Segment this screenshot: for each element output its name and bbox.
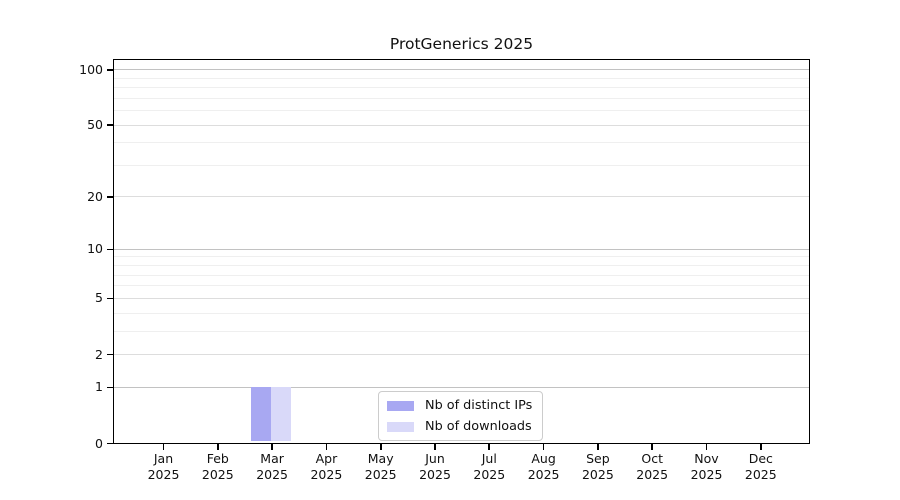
y-tick-label: 20 xyxy=(87,189,103,205)
x-tick-mark xyxy=(271,443,273,450)
x-tick-mark xyxy=(216,443,219,450)
y-tick-mark xyxy=(107,196,113,198)
y-tick-mark xyxy=(107,353,113,356)
minor-gridline xyxy=(114,110,809,112)
x-tick-label: May 2025 xyxy=(364,450,397,482)
y-tick-label: 5 xyxy=(95,290,103,306)
minor-gridline xyxy=(114,87,809,89)
major-gridline xyxy=(114,297,809,299)
minor-gridline xyxy=(114,164,809,166)
y-tick-label: 1 xyxy=(95,379,103,395)
x-tick-label: Aug 2025 xyxy=(527,450,560,482)
x-tick-mark xyxy=(162,443,165,450)
x-tick-mark xyxy=(488,443,491,450)
x-tick-label: Apr 2025 xyxy=(310,450,343,482)
y-tick-mark xyxy=(107,124,113,127)
y-tick-mark xyxy=(107,69,113,71)
chart-title: ProtGenerics 2025 xyxy=(389,35,534,53)
x-tick-label: Sep 2025 xyxy=(581,450,614,482)
x-tick-label: Jul 2025 xyxy=(473,450,506,482)
x-tick-mark xyxy=(597,443,599,450)
y-tick-mark xyxy=(107,297,113,300)
legend-swatch-distinct-ips xyxy=(387,400,414,411)
minor-gridline xyxy=(114,77,809,79)
minor-gridline xyxy=(114,274,809,276)
y-tick-label: 0 xyxy=(95,435,103,451)
legend-swatch-downloads xyxy=(387,421,414,432)
x-tick-label: Nov 2025 xyxy=(690,450,723,482)
y-tick-label: 2 xyxy=(95,346,103,362)
major-gridline xyxy=(114,353,809,355)
minor-gridline xyxy=(114,264,809,266)
bar-downloads xyxy=(271,386,292,442)
x-tick-label: Feb 2025 xyxy=(201,450,234,482)
x-tick-label: Mar 2025 xyxy=(256,450,288,482)
bar-distinct-ips xyxy=(251,386,272,442)
x-tick-mark xyxy=(759,443,762,450)
x-tick-mark xyxy=(434,443,436,450)
decade-gridline xyxy=(114,248,809,250)
x-tick-mark xyxy=(651,443,654,450)
x-tick-label: Jun 2025 xyxy=(419,450,451,482)
plot-area xyxy=(113,59,810,444)
legend-label-distinct-ips: Nb of distinct IPs xyxy=(425,398,533,413)
legend-label-downloads: Nb of downloads xyxy=(425,419,532,434)
x-tick-label: Dec 2025 xyxy=(744,450,777,482)
y-tick-mark xyxy=(107,442,113,445)
y-tick-mark xyxy=(107,386,113,389)
x-tick-label: Jan 2025 xyxy=(147,450,180,482)
y-tick-label: 100 xyxy=(79,62,103,77)
minor-gridline xyxy=(114,330,809,332)
decade-gridline xyxy=(114,386,809,388)
y-tick-label: 10 xyxy=(87,241,103,257)
x-tick-mark xyxy=(379,443,382,450)
minor-gridline xyxy=(114,142,809,144)
minor-gridline xyxy=(114,312,809,314)
legend: Nb of distinct IPs Nb of downloads xyxy=(378,391,544,441)
x-tick-label: Oct 2025 xyxy=(636,450,669,482)
y-tick-label: 50 xyxy=(87,117,103,133)
major-gridline xyxy=(114,124,809,126)
minor-gridline xyxy=(114,97,809,99)
major-gridline xyxy=(114,196,809,198)
x-tick-mark xyxy=(705,443,708,450)
legend-row: Nb of distinct IPs xyxy=(387,398,532,413)
minor-gridline xyxy=(114,256,809,258)
legend-row: Nb of downloads xyxy=(387,419,532,434)
x-tick-mark xyxy=(325,443,328,450)
decade-gridline xyxy=(114,69,809,71)
minor-gridline xyxy=(114,285,809,287)
x-tick-mark xyxy=(542,443,545,450)
y-tick-mark xyxy=(107,248,113,251)
